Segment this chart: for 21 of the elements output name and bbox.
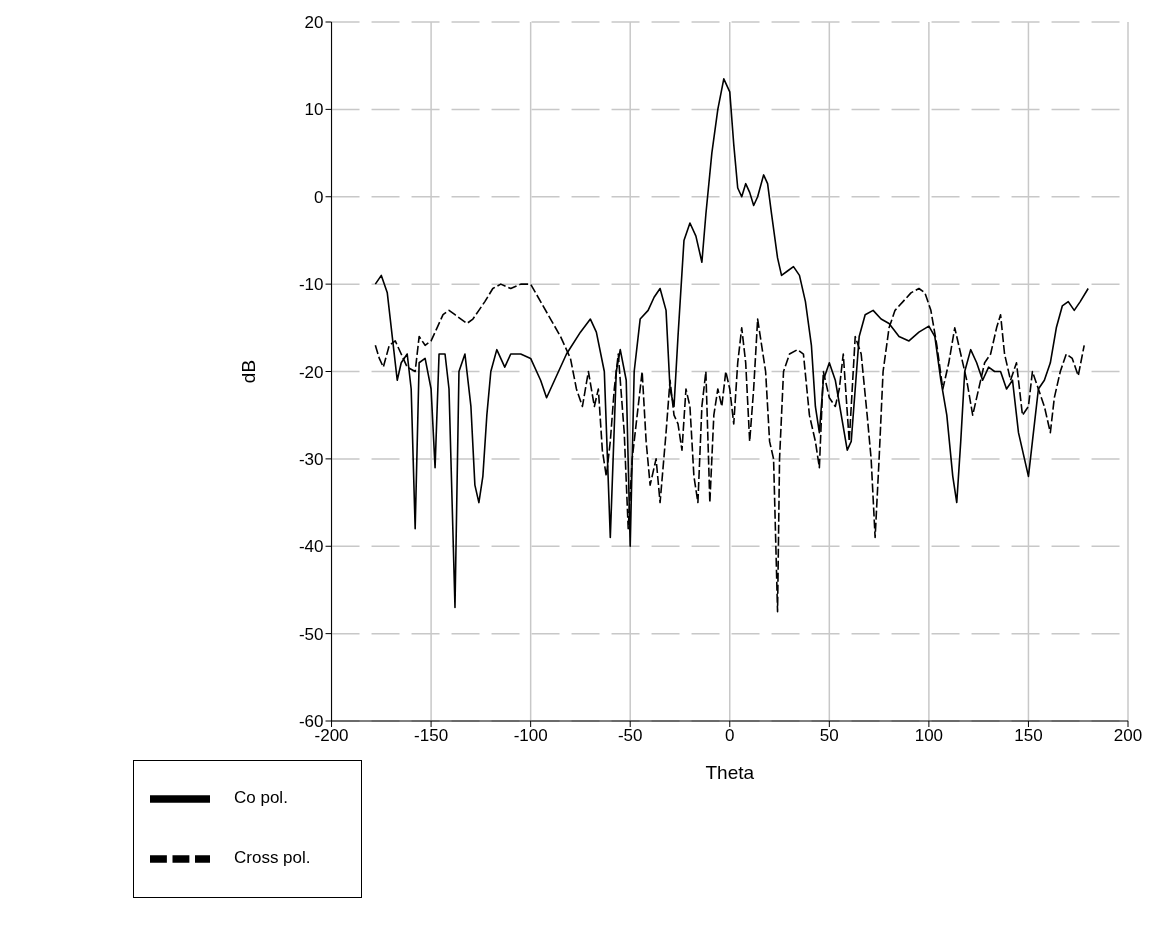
y-tick-label: -40 <box>298 537 324 557</box>
y-tick-label: 10 <box>304 100 324 120</box>
x-tick-label: 150 <box>1014 726 1043 746</box>
legend-label: Co pol. <box>234 788 288 808</box>
x-tick-label: -50 <box>617 726 643 746</box>
legend-label: Cross pol. <box>234 848 311 868</box>
y-tick-label: -30 <box>298 449 324 469</box>
x-tick-label: 200 <box>1113 726 1143 746</box>
x-tick-label: -150 <box>414 726 449 746</box>
y-tick-label: -20 <box>298 362 324 382</box>
x-tick-label: 0 <box>725 726 735 746</box>
x-axis-title: Theta <box>705 762 755 783</box>
y-tick-label: 0 <box>314 187 324 207</box>
line-series <box>374 77 1089 609</box>
x-tick-label: 100 <box>914 726 944 746</box>
x-tick-label: 50 <box>819 726 839 746</box>
y-tick-label: -50 <box>298 624 324 644</box>
y-axis-title: dB <box>238 359 260 384</box>
x-tick-label: -100 <box>513 726 548 746</box>
y-tick-label: -10 <box>298 275 324 295</box>
y-tick-label: 20 <box>304 13 324 33</box>
